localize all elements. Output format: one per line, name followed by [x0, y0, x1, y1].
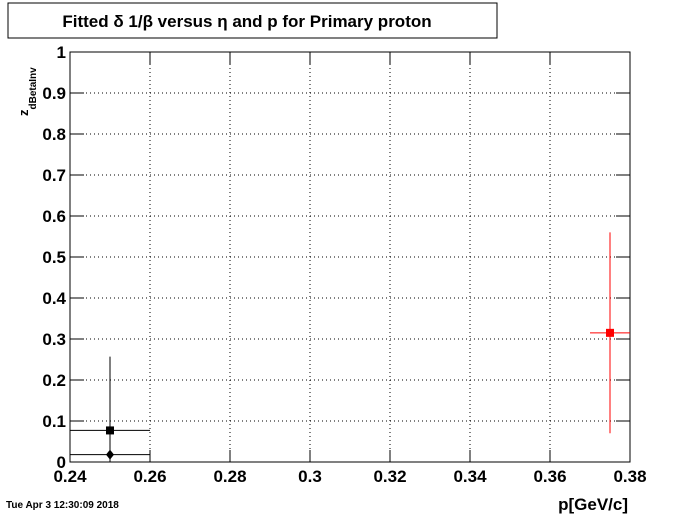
y-tick-label: 1: [57, 43, 66, 62]
y-tick-label: 0.2: [42, 371, 66, 390]
y-tick-label: 0.1: [42, 412, 66, 431]
y-tick-label: 0.3: [42, 330, 66, 349]
x-tick-label: 0.24: [53, 467, 87, 486]
y-tick-label: 0.4: [42, 289, 66, 308]
y-label-main: z: [16, 109, 31, 116]
x-tick-label: 0.32: [373, 467, 406, 486]
x-tick-label: 0.36: [533, 467, 566, 486]
y-tick-label: 0.9: [42, 84, 66, 103]
x-tick-label: 0.28: [213, 467, 246, 486]
plot-frame: [69, 51, 631, 463]
y-tick-label: 0.6: [42, 207, 66, 226]
y-label-sub: dBetaInv: [28, 67, 39, 110]
data-layer: [70, 232, 630, 462]
x-tick-label: 0.26: [133, 467, 166, 486]
y-tick-label: 0: [57, 453, 66, 472]
chart-title: Fitted δ 1/β versus η and p for Primary …: [62, 12, 431, 31]
x-axis-label: p[GeV/c]: [558, 495, 628, 514]
x-tick-label: 0.34: [453, 467, 487, 486]
y-tick-label: 0.5: [42, 248, 66, 267]
marker: [106, 449, 114, 460]
title-box: [7, 2, 498, 39]
x-tick-label: 0.3: [298, 467, 322, 486]
x-tick-label: 0.38: [613, 467, 646, 486]
y-tick-label: 0.8: [42, 125, 66, 144]
marker: [106, 426, 114, 435]
marker: [606, 328, 614, 337]
y-axis-label: zdBetaInv: [16, 67, 39, 116]
y-tick-label: 0.7: [42, 166, 66, 185]
timestamp: Tue Apr 3 12:30:09 2018: [6, 500, 119, 511]
